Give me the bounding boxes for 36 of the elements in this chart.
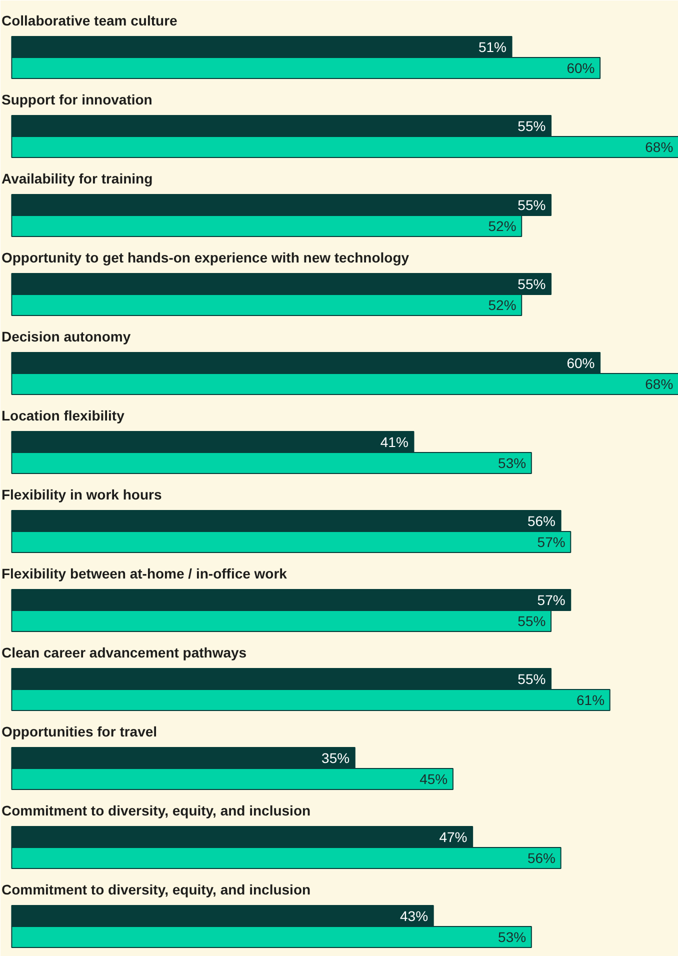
data-label: 41% <box>380 434 408 450</box>
data-label: 57% <box>537 592 566 608</box>
data-label: 55% <box>518 197 546 213</box>
data-label: 47% <box>439 829 468 845</box>
data-label: 43% <box>400 908 428 924</box>
y-tick-label: Decision autonomy <box>1 328 131 344</box>
data-label: 45% <box>420 771 448 787</box>
data-label: 35% <box>322 750 350 766</box>
data-label: 60% <box>566 60 595 76</box>
y-tick-label: Clean career advancement pathways <box>1 644 247 660</box>
data-label: 51% <box>478 39 506 55</box>
data-label: 56% <box>527 513 556 529</box>
data-label: 55% <box>518 671 546 687</box>
y-tick-label: Location flexibility <box>1 408 125 424</box>
y-tick-label: Commitment to diversity, equity, and inclusion <box>1 802 311 818</box>
data-label: 68% <box>645 376 674 392</box>
data-label: 55% <box>518 276 546 292</box>
y-tick-label: Collaborative team culture <box>1 12 178 28</box>
y-tick-label: Opportunity to get hands-on experience with new technology <box>1 250 410 266</box>
y-tick-label: Availability for training <box>1 170 153 186</box>
data-label: 55% <box>518 118 546 134</box>
data-label: 61% <box>576 692 605 708</box>
y-tick-label: Support for innovation <box>1 92 152 108</box>
y-tick-label: Flexibility in work hours <box>1 486 162 502</box>
data-label: 60% <box>566 355 595 371</box>
data-label: 53% <box>498 929 526 945</box>
data-label: 53% <box>498 455 526 471</box>
data-label: 52% <box>488 297 516 313</box>
y-tick-label: Flexibility between at-home / in-office work <box>1 566 288 582</box>
data-label: 56% <box>527 850 556 866</box>
data-label: 68% <box>645 139 674 155</box>
y-tick-label: Opportunities for travel <box>1 724 158 740</box>
data-label: 52% <box>488 218 516 234</box>
data-label: 57% <box>537 534 566 550</box>
y-tick-label: Commitment to diversity, equity, and inclusion <box>1 882 311 898</box>
data-label: 55% <box>518 613 546 629</box>
